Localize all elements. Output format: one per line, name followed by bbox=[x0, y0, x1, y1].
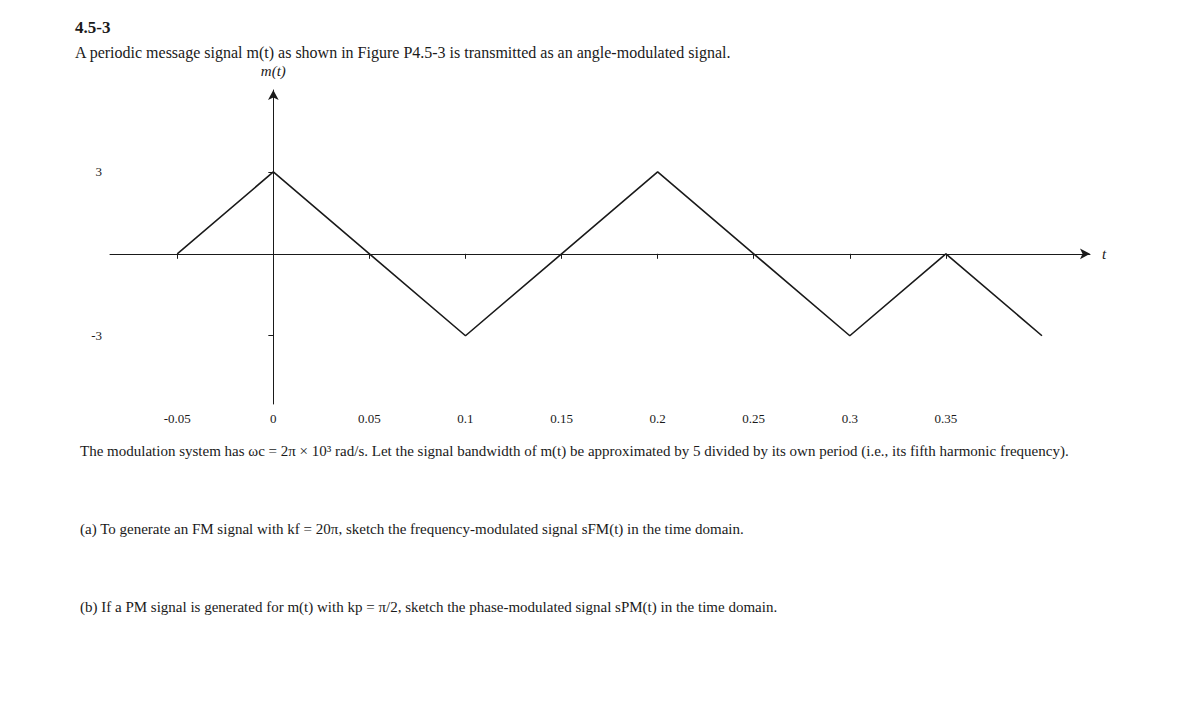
svg-text:-0.05: -0.05 bbox=[164, 411, 191, 426]
svg-text:t: t bbox=[1102, 246, 1107, 262]
svg-text:0.2: 0.2 bbox=[650, 411, 666, 426]
svg-text:m(t): m(t) bbox=[261, 63, 286, 80]
svg-text:0.05: 0.05 bbox=[358, 411, 381, 426]
svg-text:0: 0 bbox=[270, 411, 277, 426]
svg-text:0.35: 0.35 bbox=[935, 411, 958, 426]
svg-text:3: 3 bbox=[96, 164, 103, 179]
svg-text:A periodic message signal m(t): A periodic message signal m(t) as shown … bbox=[75, 44, 730, 62]
svg-text:The modulation system has ωc =: The modulation system has ωc = 2π × 10³ … bbox=[80, 443, 1069, 460]
svg-text:0.15: 0.15 bbox=[550, 411, 573, 426]
svg-text:4.5-3: 4.5-3 bbox=[75, 18, 110, 37]
svg-text:-3: -3 bbox=[91, 328, 102, 343]
svg-text:(b) If a PM signal is generate: (b) If a PM signal is generated for m(t)… bbox=[80, 599, 777, 616]
svg-text:0.1: 0.1 bbox=[457, 411, 473, 426]
svg-text:0.25: 0.25 bbox=[742, 411, 765, 426]
svg-text:(a) To generate an FM signal w: (a) To generate an FM signal with kf = 2… bbox=[80, 521, 744, 538]
svg-text:0.3: 0.3 bbox=[842, 411, 858, 426]
